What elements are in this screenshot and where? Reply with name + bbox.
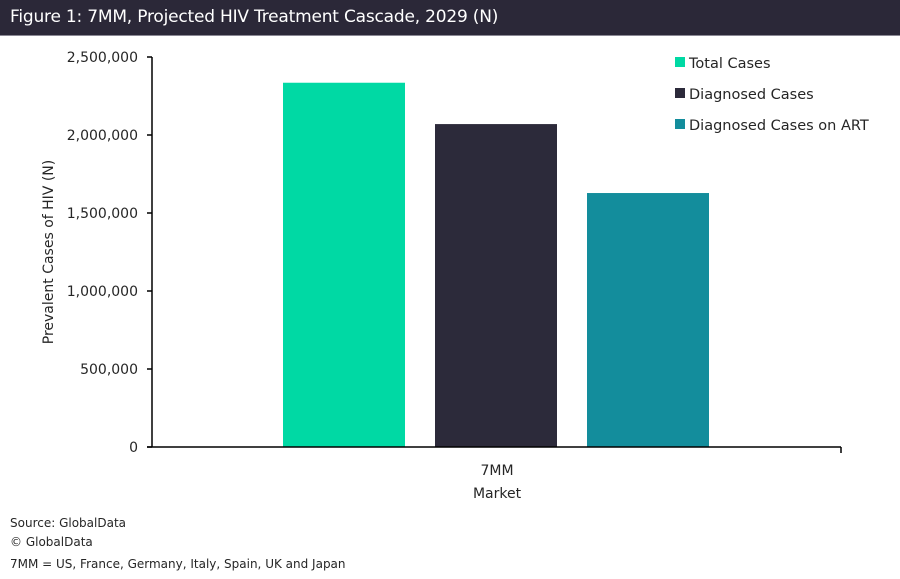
bar-total-cases	[283, 82, 405, 448]
y-tick-label: 1,500,000	[67, 206, 138, 222]
y-tick-label: 500,000	[80, 362, 138, 378]
copyright-note: © GlobalData	[10, 535, 93, 549]
y-axis-title: Prevalent Cases of HIV (N)	[41, 160, 57, 344]
y-axis-ticks: 0 500,000 1,000,000 1,500,000 2,000,000 2,500…	[67, 50, 152, 456]
y-tick-label: 2,500,000	[67, 50, 138, 66]
legend-label-diagnosed-cases: Diagnosed Cases	[689, 87, 814, 103]
legend: Total Cases Diagnosed Cases Diagnosed Case…	[675, 56, 869, 134]
legend-label-total-cases: Total Cases	[688, 56, 771, 72]
y-tick-label: 0	[129, 440, 138, 456]
legend-swatch-diagnosed-cases-on-art	[675, 119, 685, 129]
figure-title-bar: Figure 1: 7MM, Projected HIV Treatment C…	[0, 0, 900, 36]
y-tick-label: 2,000,000	[67, 128, 138, 144]
y-tick-label: 1,000,000	[67, 284, 138, 300]
source-note: Source: GlobalData	[10, 516, 127, 530]
x-category-label: 7MM	[480, 463, 513, 479]
abbreviation-note: 7MM = US, France, Germany, Italy, Spain,…	[10, 557, 346, 571]
legend-swatch-total-cases	[675, 57, 685, 67]
bar-chart: 0 500,000 1,000,000 1,500,000 2,000,000 2,500…	[41, 50, 869, 502]
figure-title: Figure 1: 7MM, Projected HIV Treatment C…	[10, 7, 499, 27]
bar-diagnosed-cases	[435, 124, 557, 447]
x-axis-title: Market	[473, 486, 522, 502]
legend-label-diagnosed-cases-on-art: Diagnosed Cases on ART	[689, 118, 869, 134]
bar-diagnosed-cases-on-art	[587, 193, 709, 447]
legend-swatch-diagnosed-cases	[675, 88, 685, 98]
bars	[283, 82, 709, 448]
